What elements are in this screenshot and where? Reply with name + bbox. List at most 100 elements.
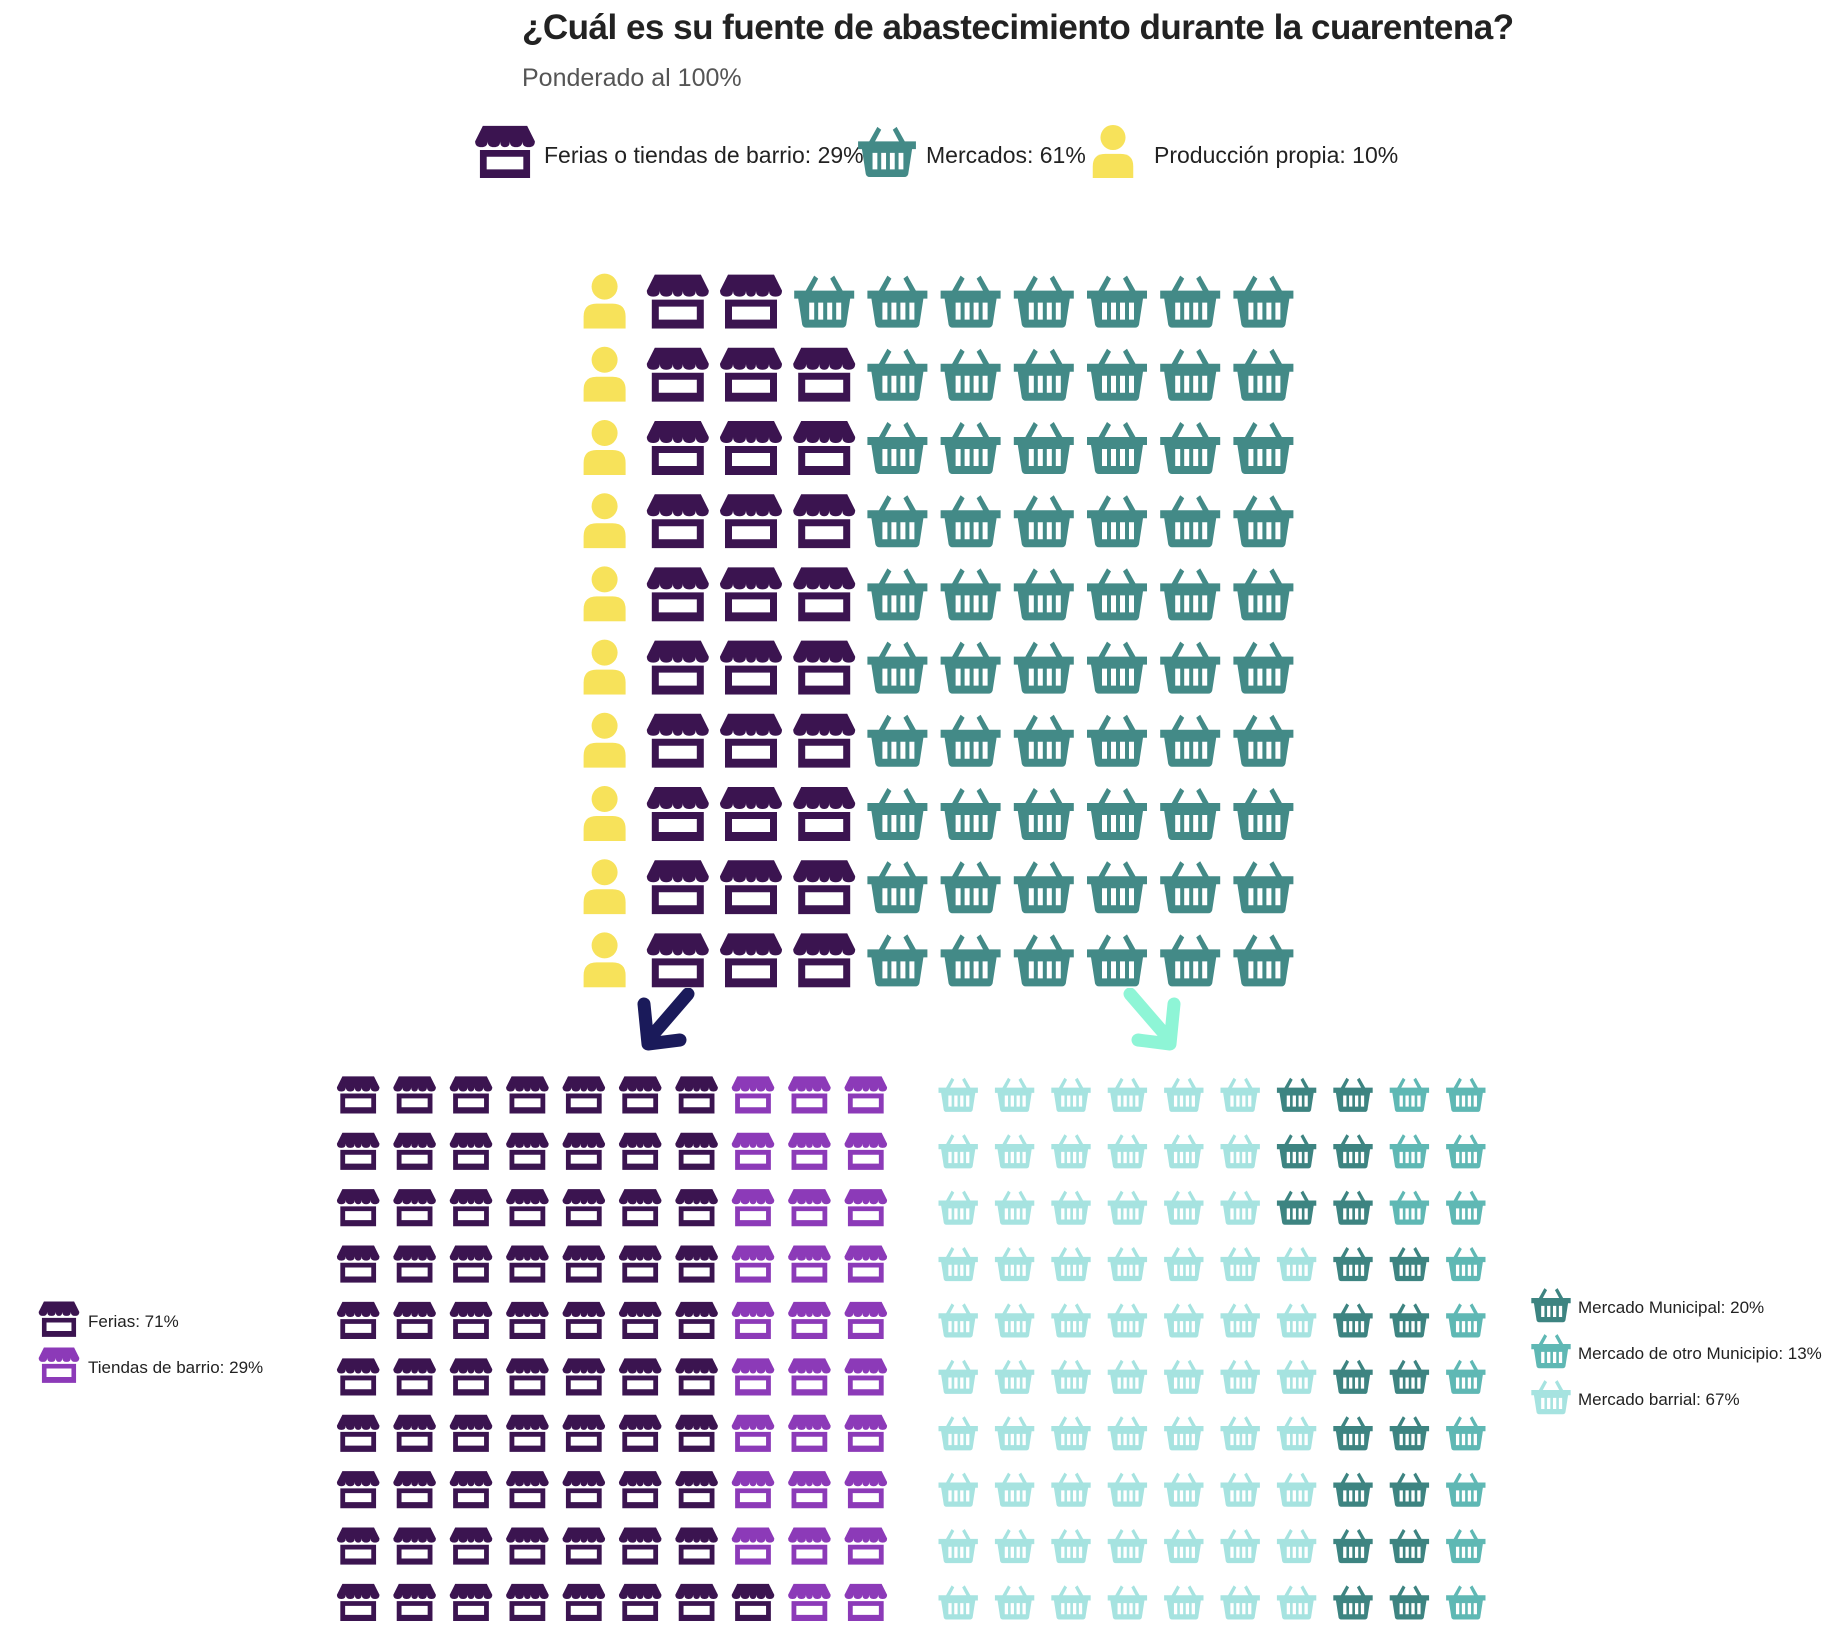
waffle-cell-mercado-barrial (1107, 1134, 1148, 1169)
waffle-cell-tiendas (844, 1358, 888, 1396)
waffle-cell-mercado-barrial (1164, 1190, 1204, 1225)
waffle-cell-mercado-barrial (1107, 1359, 1148, 1394)
waffle-cell-mercados (1233, 422, 1294, 474)
waffle-cell-ferias (675, 1132, 718, 1170)
waffle-cell-mercado-otro (1446, 1472, 1486, 1507)
waffle-cell-mercado-barrial (1051, 1303, 1091, 1338)
waffle-cell-mercado-barrial (938, 1359, 978, 1394)
waffle-cell-mercado-barrial (1051, 1134, 1091, 1169)
waffle-cell-mercados (1233, 934, 1294, 987)
legend-label: Mercados: 61% (926, 142, 1086, 168)
waffle-main (568, 264, 1300, 996)
waffle-cell-ferias (393, 1471, 436, 1509)
waffle-cell-mercados (1233, 275, 1294, 328)
legend-label: Mercado Municipal: 20% (1578, 1298, 1765, 1317)
person-icon (1082, 124, 1144, 178)
waffle-cell-ferias-tiendas (646, 421, 709, 475)
waffle-cell-mercados (1160, 714, 1221, 767)
waffle-cell-mercados (1087, 495, 1147, 548)
waffle-cell-mercado-barrial (1220, 1416, 1260, 1451)
waffle-cell-ferias-tiendas (793, 494, 856, 549)
store-icon (38, 1300, 80, 1337)
waffle-cell-mercado-barrial (1220, 1303, 1260, 1338)
waffle-cell-mercado-barrial (994, 1303, 1035, 1338)
waffle-cell-mercado-barrial (994, 1359, 1035, 1394)
waffle-cell-ferias-tiendas (646, 860, 709, 915)
waffle-cell-mercados (1160, 861, 1221, 914)
waffle-cell-mercados (1013, 861, 1074, 914)
legend-label: Mercado de otro Municipio: 13% (1578, 1344, 1822, 1363)
waffle-cell-mercados (940, 495, 1001, 548)
waffle-cell-mercados (867, 714, 928, 767)
waffle-cell-mercado-otro (1446, 1246, 1486, 1282)
waffle-cell-tiendas (844, 1132, 888, 1170)
waffle-cell-tiendas (844, 1527, 888, 1565)
waffle-cell-ferias-tiendas (720, 494, 782, 549)
waffle-cell-mercados (1233, 641, 1294, 694)
waffle-cell-mercado-municipal (1333, 1303, 1373, 1338)
waffle-cell-mercado-barrial (994, 1528, 1035, 1564)
store-icon (38, 1346, 80, 1383)
waffle-cell-mercados (940, 788, 1001, 840)
waffle-cell-mercado-barrial (938, 1246, 978, 1282)
waffle-cell-mercados (940, 934, 1001, 987)
waffle-cell-mercado-municipal (1276, 1077, 1317, 1112)
waffle-cell-mercado-barrial (1220, 1190, 1260, 1225)
waffle-cell-ferias (336, 1471, 380, 1509)
waffle-cell-mercados (867, 568, 928, 621)
waffle-cell-ferias (506, 1471, 549, 1509)
waffle-cell-mercado-barrial (994, 1246, 1035, 1282)
waffle-cell-ferias (731, 1583, 775, 1622)
legend-mercado-municipal: Mercado Municipal: 20% (1530, 1286, 1820, 1326)
waffle-cell-ferias (449, 1414, 493, 1452)
waffle-cell-tiendas (844, 1076, 888, 1114)
waffle-cell-ferias (393, 1414, 436, 1452)
waffle-cell-produccion (583, 273, 626, 329)
waffle-cell-ferias (393, 1076, 436, 1114)
waffle-cell-ferias (336, 1527, 380, 1565)
waffle-cell-tiendas (788, 1471, 831, 1509)
waffle-cell-ferias-tiendas (793, 640, 856, 695)
waffle-cell-mercado-barrial (1051, 1472, 1091, 1507)
waffle-cell-tiendas (731, 1414, 775, 1452)
waffle-cell-ferias (562, 1132, 606, 1170)
waffle-cell-mercados (1087, 568, 1147, 621)
waffle-cell-produccion (583, 420, 626, 475)
waffle-cell-mercado-barrial (994, 1190, 1035, 1225)
waffle-cell-ferias (562, 1245, 606, 1283)
waffle-cell-tiendas (731, 1245, 775, 1283)
waffle-cell-mercados (794, 275, 855, 328)
waffle-cell-mercado-barrial (1164, 1359, 1204, 1394)
waffle-cell-mercado-otro (1389, 1077, 1430, 1112)
waffle-cell-tiendas (844, 1245, 888, 1283)
waffle-cell-mercado-barrial (1276, 1359, 1317, 1394)
waffle-cell-ferias (393, 1189, 436, 1227)
waffle-cell-mercados (1233, 714, 1294, 767)
waffle-cell-ferias (618, 1245, 662, 1283)
waffle-cell-tiendas (788, 1076, 831, 1114)
waffle-cell-mercado-barrial (1051, 1528, 1091, 1564)
waffle-cell-mercados (867, 788, 928, 840)
waffle-cell-ferias (506, 1583, 549, 1622)
waffle-cell-tiendas (731, 1189, 775, 1227)
waffle-cell-mercado-municipal (1333, 1359, 1373, 1394)
waffle-cell-mercados (1087, 714, 1147, 767)
waffle-cell-mercado-barrial (938, 1303, 978, 1338)
waffle-cell-mercados (1233, 788, 1294, 840)
waffle-cell-ferias (618, 1471, 662, 1509)
waffle-cell-ferias-tiendas (793, 347, 856, 402)
legend-label: Tiendas de barrio: 29% (88, 1358, 264, 1377)
waffle-cell-ferias (618, 1583, 662, 1622)
waffle-cell-mercados (1233, 348, 1294, 401)
waffle-cell-ferias (336, 1189, 380, 1227)
waffle-cell-mercado-barrial (1107, 1472, 1148, 1507)
legend-tiendas: Tiendas de barrio: 29% (38, 1346, 278, 1386)
waffle-cell-ferias (675, 1076, 718, 1114)
waffle-cell-produccion (583, 712, 626, 768)
waffle-cell-mercado-barrial (938, 1416, 978, 1451)
waffle-cell-produccion (583, 346, 626, 402)
waffle-cell-ferias (675, 1414, 718, 1452)
waffle-cell-mercado-barrial (994, 1585, 1035, 1620)
waffle-cell-mercado-barrial (1107, 1190, 1148, 1225)
waffle-cell-mercado-otro (1389, 1190, 1430, 1225)
